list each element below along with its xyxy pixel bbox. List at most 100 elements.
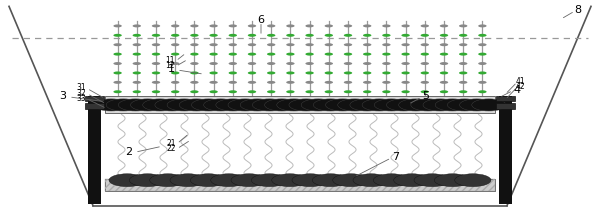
Circle shape (209, 43, 218, 46)
Circle shape (229, 43, 237, 46)
Circle shape (152, 53, 160, 56)
Circle shape (350, 99, 384, 111)
Circle shape (209, 81, 218, 84)
Circle shape (423, 99, 457, 111)
Circle shape (325, 71, 333, 74)
Circle shape (363, 81, 371, 84)
Text: 5: 5 (422, 91, 430, 102)
Circle shape (440, 71, 448, 74)
Circle shape (362, 99, 397, 111)
Text: 8: 8 (574, 4, 581, 15)
Text: 3: 3 (59, 91, 67, 102)
Bar (496, 96, 515, 101)
Circle shape (292, 174, 328, 187)
Circle shape (478, 81, 487, 84)
Circle shape (344, 81, 352, 84)
Circle shape (155, 99, 189, 111)
Circle shape (152, 43, 160, 46)
Text: 12: 12 (165, 61, 175, 70)
Text: 32: 32 (76, 89, 86, 98)
Circle shape (152, 71, 160, 74)
Circle shape (133, 34, 141, 37)
Circle shape (478, 34, 487, 37)
Circle shape (251, 174, 287, 187)
Circle shape (305, 90, 314, 93)
Circle shape (305, 34, 314, 37)
Circle shape (113, 24, 122, 27)
Circle shape (344, 24, 352, 27)
Circle shape (209, 24, 218, 27)
Circle shape (382, 71, 391, 74)
Bar (105, 179, 495, 191)
Circle shape (131, 99, 165, 111)
Circle shape (106, 99, 140, 111)
Circle shape (171, 81, 179, 84)
Circle shape (363, 53, 371, 56)
Circle shape (133, 81, 141, 84)
Circle shape (434, 174, 470, 187)
Circle shape (277, 99, 311, 111)
Circle shape (325, 62, 333, 65)
Circle shape (382, 43, 391, 46)
Circle shape (190, 81, 199, 84)
Bar (499, 96, 512, 204)
Circle shape (394, 174, 430, 187)
Circle shape (248, 43, 256, 46)
Text: 1: 1 (167, 64, 175, 74)
Circle shape (363, 34, 371, 37)
Circle shape (459, 43, 467, 46)
Circle shape (240, 99, 274, 111)
Circle shape (478, 24, 487, 27)
Bar (85, 96, 104, 101)
Circle shape (286, 43, 295, 46)
Circle shape (133, 43, 141, 46)
Circle shape (286, 34, 295, 37)
Circle shape (382, 24, 391, 27)
Circle shape (229, 81, 237, 84)
Circle shape (171, 53, 179, 56)
Circle shape (190, 174, 227, 187)
Circle shape (209, 62, 218, 65)
Circle shape (338, 99, 372, 111)
Text: 11: 11 (165, 56, 175, 65)
Circle shape (313, 99, 347, 111)
Circle shape (344, 53, 352, 56)
Circle shape (401, 81, 410, 84)
Circle shape (455, 174, 491, 187)
Circle shape (363, 90, 371, 93)
Circle shape (209, 34, 218, 37)
Circle shape (267, 81, 275, 84)
Circle shape (267, 34, 275, 37)
Circle shape (190, 34, 199, 37)
Text: 7: 7 (392, 152, 400, 162)
Circle shape (167, 99, 202, 111)
Circle shape (460, 99, 494, 111)
Circle shape (401, 34, 410, 37)
Circle shape (305, 71, 314, 74)
Circle shape (459, 53, 467, 56)
Circle shape (382, 90, 391, 93)
Circle shape (301, 99, 335, 111)
Circle shape (133, 53, 141, 56)
Circle shape (459, 71, 467, 74)
Circle shape (344, 34, 352, 37)
Circle shape (289, 99, 323, 111)
Circle shape (440, 24, 448, 27)
Circle shape (248, 71, 256, 74)
Circle shape (401, 71, 410, 74)
Circle shape (171, 34, 179, 37)
Text: 31: 31 (76, 84, 86, 92)
Circle shape (398, 99, 433, 111)
Circle shape (229, 90, 237, 93)
Circle shape (382, 34, 391, 37)
Circle shape (229, 34, 237, 37)
Circle shape (211, 174, 247, 187)
Circle shape (459, 34, 467, 37)
Circle shape (344, 43, 352, 46)
Circle shape (440, 90, 448, 93)
Circle shape (421, 34, 429, 37)
Circle shape (344, 90, 352, 93)
Circle shape (231, 174, 268, 187)
Circle shape (190, 62, 199, 65)
Circle shape (305, 53, 314, 56)
